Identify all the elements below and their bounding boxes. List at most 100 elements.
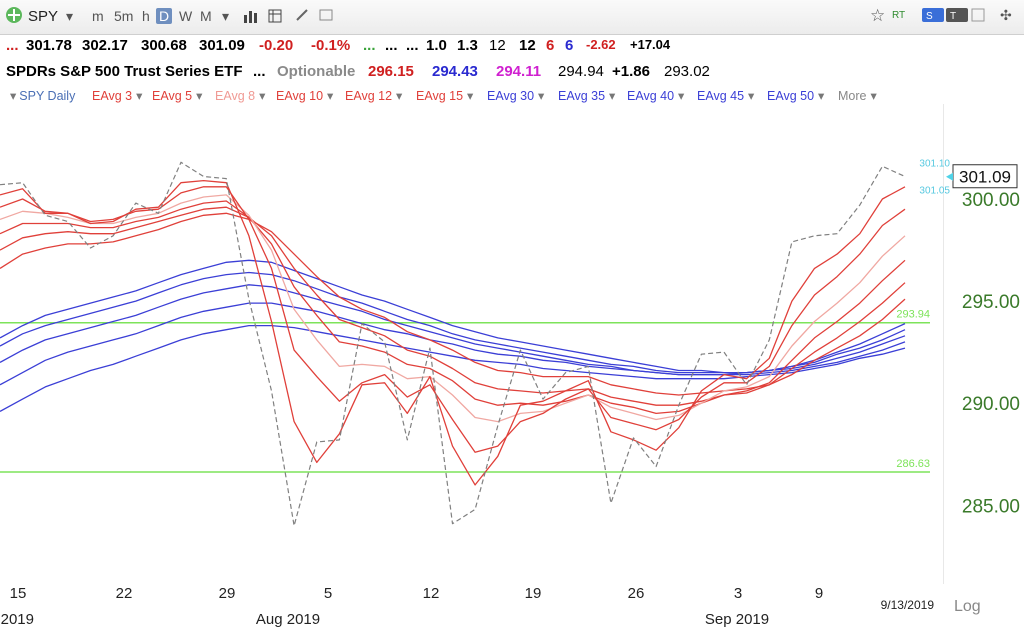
y-tick-label: 290.00 (962, 394, 1020, 415)
y-tick-label: 295.00 (962, 292, 1020, 313)
timeframe-m[interactable]: m (92, 8, 104, 24)
quote-v7: -2.62 (586, 37, 616, 52)
reference-line-label-1: 286.63 (896, 458, 930, 470)
last-price-marker (946, 172, 953, 181)
legend-chevron-icon: ▾ (818, 89, 825, 103)
price-p6: 293.02 (664, 63, 710, 80)
price-p4: 294.94 (558, 63, 604, 80)
legend-item-9[interactable]: EAvg 40 ▾ (627, 88, 687, 103)
quote-v2: 1.3 (457, 37, 478, 54)
add-icon[interactable] (4, 5, 24, 28)
checkbox-icon[interactable] (971, 8, 985, 25)
pencil-icon[interactable] (295, 8, 309, 25)
legend-chevron-icon: ▾ (196, 89, 203, 103)
timeframe-dropdown-icon[interactable]: ▾ (222, 8, 230, 24)
legend-label: EAvg 30 (487, 89, 535, 103)
indicator-legend: ▾ SPY Daily EAvg 3 ▾ EAvg 5 ▾ EAvg 8 ▾ EAvg 10 ▾ E… (0, 86, 1024, 106)
legend-item-8[interactable]: EAvg 35 ▾ (558, 88, 618, 103)
fast-average-line-3 (0, 194, 906, 423)
legend-chevron-icon: ▾ (678, 89, 685, 103)
x-tick-label: 12 (423, 585, 440, 602)
quote-v4: 12 (519, 37, 536, 54)
log-toggle: Log (954, 598, 981, 615)
t-badge-icon[interactable]: T (946, 8, 968, 25)
security-dots: ... (253, 63, 266, 80)
last-price-label: 301.09 (959, 168, 1011, 187)
x-tick-label: 26 (628, 585, 645, 602)
x-tick-label: 3 (734, 585, 742, 602)
legend-item-6[interactable]: EAvg 15 ▾ (416, 88, 476, 103)
x-tick-label: 5 (324, 585, 332, 602)
quote-v5: 6 (546, 37, 555, 54)
x-tick-label: 29 (219, 585, 236, 602)
dropdown-chevron-icon[interactable]: ▾ (66, 8, 74, 24)
quote-dots-1: ... (385, 37, 398, 54)
legend-item-7[interactable]: EAvg 30 ▾ (487, 88, 547, 103)
slow-average-line-10 (0, 302, 906, 386)
security-row: SPDRs S&P 500 Trust Series ETF ... Optio… (0, 61, 1024, 83)
axis-divider (943, 104, 944, 584)
reference-line-label-0: 293.94 (896, 309, 930, 321)
security-name: SPDRs S&P 500 Trust Series ETF (6, 63, 243, 80)
legend-label: EAvg 50 (767, 89, 815, 103)
legend-item-0[interactable]: ▾ SPY Daily (10, 88, 75, 103)
star-icon[interactable]: ☆ (870, 6, 886, 25)
legend-item-4[interactable]: EAvg 10 ▾ (276, 88, 336, 103)
quote-v3: 12 (489, 37, 506, 54)
legend-item-5[interactable]: EAvg 12 ▾ (345, 88, 405, 103)
legend-item-10[interactable]: EAvg 45 ▾ (697, 88, 757, 103)
legend-chevron-icon: ▾ (467, 89, 474, 103)
legend-chevron-icon: ▾ (327, 89, 334, 103)
low-price-label: 301.05 (919, 186, 950, 197)
timeframe-mo[interactable]: M (200, 8, 212, 24)
realtime-label: RT (892, 10, 906, 21)
bar-chart-icon[interactable] (243, 9, 259, 26)
legend-label: SPY Daily (19, 89, 76, 103)
move-icon[interactable]: ✣ (1000, 7, 1012, 23)
high-price-label: 301.10 (919, 159, 950, 170)
price-p3: 294.11 (496, 63, 542, 80)
quote-change-pct: -0.1% (311, 37, 351, 54)
slow-average-line-11 (0, 324, 906, 412)
quote-row: ... 301.78 302.17 300.68 301.09 -0.20 -0… (0, 35, 1024, 57)
fast-average-line-4 (0, 200, 906, 415)
svg-text:S: S (926, 11, 933, 22)
s-badge-icon[interactable]: S (922, 8, 944, 25)
grid-settings-icon[interactable] (268, 9, 284, 26)
quote-open: 301.78 (26, 37, 72, 54)
price-p5: +1.86 (612, 63, 650, 80)
quote-dots-2: ... (406, 37, 419, 54)
legend-item-12[interactable]: More ▾ (838, 88, 880, 103)
tag-icon[interactable] (318, 8, 334, 25)
legend-item-1[interactable]: EAvg 3 ▾ (92, 88, 145, 103)
legend-chevron-icon: ▾ (10, 89, 17, 103)
optionable-label: Optionable (277, 63, 356, 80)
timeframe-h[interactable]: h (142, 8, 150, 24)
quote-change: -0.20 (259, 37, 294, 54)
legend-chevron-icon: ▾ (259, 89, 266, 103)
legend-label: EAvg 45 (697, 89, 745, 103)
timeframe-d[interactable]: D (156, 8, 173, 24)
legend-label: More (838, 89, 867, 103)
timeframe-5m[interactable]: 5m (114, 8, 134, 24)
legend-label: EAvg 5 (152, 89, 193, 103)
legend-chevron-icon: ▾ (136, 89, 143, 103)
fast-average-line-2 (0, 186, 906, 453)
symbol-label[interactable]: SPY (28, 8, 59, 25)
x-tick-label: 19 (525, 585, 542, 602)
price-p2: 294.43 (432, 63, 478, 80)
realtime-icon[interactable]: RT (892, 10, 905, 21)
legend-item-3[interactable]: EAvg 8 ▾ (215, 88, 268, 103)
y-tick-label: 285.00 (962, 496, 1020, 517)
slow-average-line-9 (0, 284, 906, 376)
fast-average-line-1 (0, 179, 906, 486)
price-line (0, 161, 906, 527)
legend-item-2[interactable]: EAvg 5 ▾ (152, 88, 205, 103)
quote-v8: +17.04 (630, 37, 671, 52)
legend-item-11[interactable]: EAvg 50 ▾ (767, 88, 827, 103)
quote-v6: 6 (565, 37, 574, 54)
quote-high: 302.17 (82, 37, 128, 54)
legend-chevron-icon: ▾ (396, 89, 403, 103)
timeframe-w[interactable]: W (179, 8, 193, 24)
fast-average-line-5 (0, 206, 906, 406)
